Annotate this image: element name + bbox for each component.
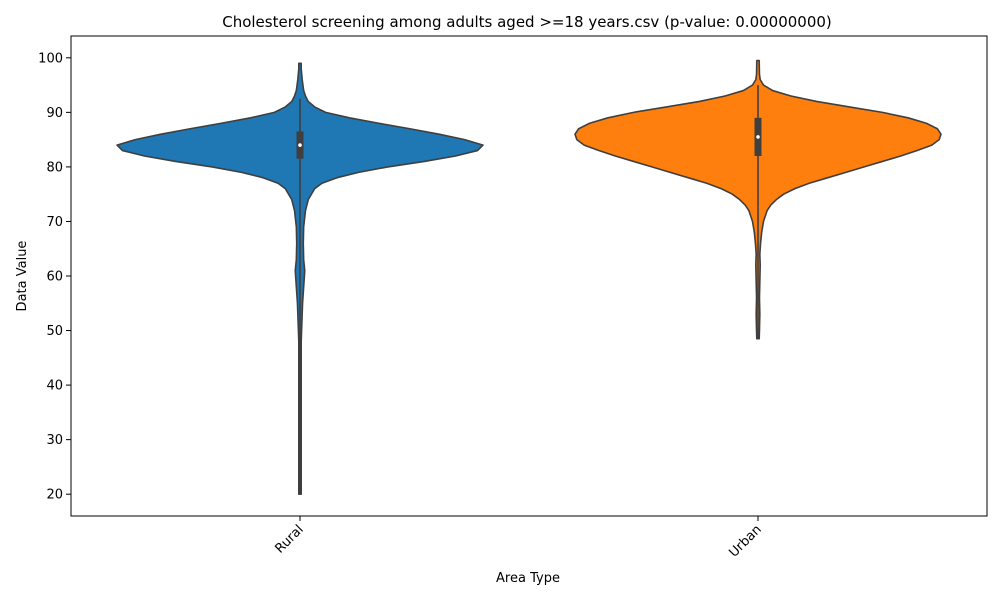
y-tick-label: 40 — [46, 379, 63, 394]
y-tick-label: 70 — [46, 215, 63, 230]
y-tick-label: 90 — [46, 106, 63, 121]
x-tick-label-urban: Urban — [726, 522, 764, 560]
y-tick-label: 60 — [46, 270, 63, 285]
x-tick-label-rural: Rural — [272, 522, 306, 556]
x-axis-label: Area Type — [496, 571, 560, 586]
plot-area — [116, 59, 942, 495]
y-tick-label: 50 — [46, 324, 63, 339]
violin-rural — [116, 62, 484, 495]
y-tick-label: 30 — [46, 433, 63, 448]
median-point-urban — [756, 135, 760, 139]
violin-urban — [574, 59, 942, 340]
y-tick-label: 20 — [46, 488, 63, 503]
y-axis-label: Data Value — [15, 241, 30, 312]
median-point-rural — [298, 143, 302, 147]
chart-title: Cholesterol screening among adults aged … — [222, 13, 832, 31]
y-tick-label: 100 — [38, 51, 63, 66]
y-tick-label: 80 — [46, 160, 63, 175]
